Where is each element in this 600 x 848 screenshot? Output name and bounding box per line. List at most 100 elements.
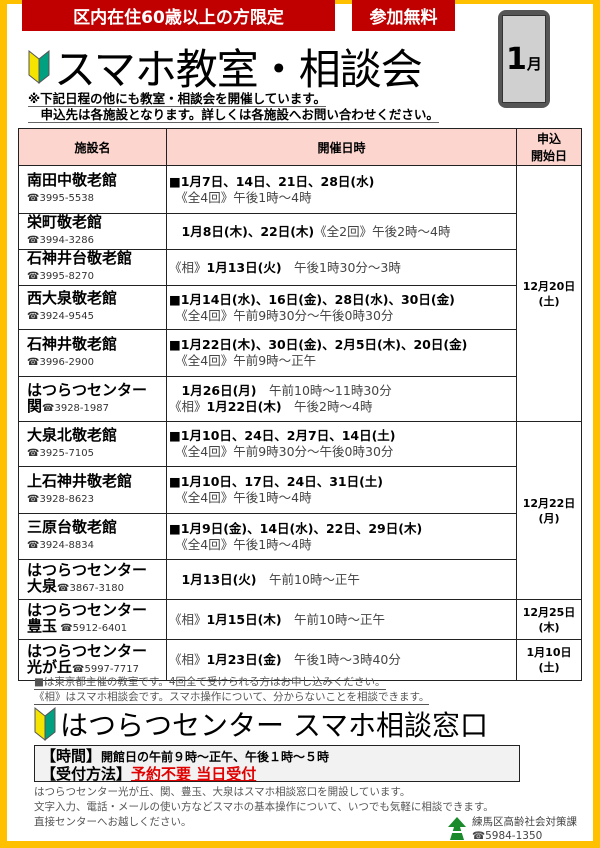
facility-cell: 大泉北敬老館 ☎3925-7105: [18, 421, 167, 467]
start-date: 12月20日: [522, 279, 576, 293]
schedule-cell: ■1月7日、14日、21日、28日(水) 《全4回》午後1時～4時: [166, 165, 517, 214]
header-start-line1: 申込: [536, 132, 561, 146]
schedule-text: ■1月9日(金)、14日(水)、22日、29日(木): [169, 520, 423, 536]
schedule-text: 午前10時～正午: [281, 611, 385, 627]
facility-phone: ☎3928-8623: [27, 493, 94, 505]
schedule-cell: ■1月10日、24日、2月7日、14日(土) 《全4回》午前9時30分～午後0時…: [166, 421, 517, 467]
schedule-text: 1月15日(木): [206, 611, 282, 627]
facility-cell: はつらつセンター 光が丘☎5997-7717: [18, 639, 167, 681]
start-date-cell: 1月10日 (土): [516, 639, 582, 681]
table-row: 西大泉敬老館 ☎3924-9545 ■1月14日(水)、16日(金)、28日(水)、…: [18, 285, 582, 330]
table-row: はつらつセンター 光が丘☎5997-7717 《相》1月23日(金) 午後1時～3時…: [18, 639, 582, 681]
month-unit: 月: [526, 54, 542, 73]
footnotes: ■は東京都主催の教室です。4回全て受けられる方はお申し込みください。 《相》はス…: [34, 675, 430, 705]
facility-cell: はつらつセンター 豊玉 ☎5912-6401: [18, 599, 167, 640]
time-label: 【時間】: [41, 747, 102, 765]
facility-cell: 石神井敬老館 ☎3996-2900: [18, 329, 167, 377]
facility-name: はつらつセンター: [27, 561, 148, 579]
facility-cell: 南田中敬老館 ☎3995-5538: [18, 165, 167, 214]
facility-phone: ☎3867-3180: [57, 583, 124, 594]
facility-phone: ☎3995-8270: [27, 271, 94, 282]
title-text: スマホ教室・相談会: [54, 45, 423, 94]
method-value: 予約不要 当日受付: [131, 765, 257, 783]
note-line: 申込先は各施設となります。詳しくは各施設へお問い合わせください。: [28, 107, 439, 123]
schedule-text: 《相》: [169, 652, 207, 667]
table-header-row: 施設名 開催日時 申込 開始日: [18, 128, 582, 166]
schedule-cell: ■1月9日(金)、14日(水)、22日、29日(木) 《全4回》午後1時～4時: [166, 513, 517, 560]
facility-name: 南田中敬老館: [27, 171, 118, 189]
start-day: (土): [538, 661, 560, 674]
facility-phone: ☎5997-7717: [72, 663, 139, 675]
facility-name-suffix: 関: [27, 396, 43, 415]
schedule-cell: 1月26日(月) 午前10時～11時30分 《相》1月22日(木) 午後2時～4時: [166, 376, 517, 422]
schedule-cell: 《相》1月13日(火) 午後1時30分～3時: [166, 249, 517, 286]
schedule-text: 午後1時30分～3時: [281, 259, 401, 275]
schedule-cell: 1月8日(木)、22日(木)《全2回》午後2時～4時: [166, 213, 517, 250]
facility-phone: ☎3924-9545: [27, 311, 94, 322]
schedule-table: 施設名 開催日時 申込 開始日 南田中敬老館 ☎3995-5538 ■1月7日、14日…: [18, 128, 582, 681]
facility-name-suffix: 豊玉: [27, 617, 58, 635]
schedule-cell: 《相》1月15日(木) 午前10時～正午: [166, 599, 517, 640]
table-row: 南田中敬老館 ☎3995-5538 ■1月7日、14日、21日、28日(水) 《全4…: [18, 165, 582, 422]
start-date: 12月25日: [522, 605, 576, 619]
schedule-text: 1月8日(木)、22日(木): [169, 223, 315, 239]
start-date: 1月10日: [526, 646, 572, 659]
notes: ※下記日程の他にも教室・相談会を開催しています。 申込先は各施設となります。詳し…: [28, 91, 439, 123]
description-line: はつらつセンター光が丘、関、豊玉、大泉はスマホ相談窓口を開設しています。: [34, 786, 411, 798]
schedule-text: 《全4回》午後1時～4時: [169, 490, 312, 505]
facility-name: 西大泉敬老館: [27, 289, 118, 307]
schedule-text: 1月13日(火): [169, 571, 257, 587]
facility-name: はつらつセンター: [27, 380, 148, 399]
schedule-text: 1月13日(火): [206, 259, 282, 275]
consultation-info-box: 【時間】開館日の午前９時～正午、午後１時～５時 【受付方法】予約不要 当日受付: [34, 745, 520, 783]
consultation-title-text: はつらつセンター スマホ相談窓口: [60, 709, 489, 742]
schedule-text: 午後2時～4時: [281, 399, 373, 414]
schedule-text: 《全4回》午前9時30分～午後0時30分: [169, 307, 394, 323]
facility-name: 栄町敬老館: [27, 213, 103, 231]
facility-name: 石神井敬老館: [27, 334, 118, 353]
start-day: (月): [538, 511, 560, 525]
schedule-text: ■1月10日、24日、2月7日、14日(土): [169, 428, 396, 443]
table-row: はつらつセンター 関☎3928-1987 1月26日(月) 午前10時～11時30…: [18, 376, 582, 422]
facility-name: 三原台敬老館: [27, 518, 118, 536]
organization: 練馬区高齢社会対策課 ☎5984-1350: [446, 815, 577, 843]
table-row: はつらつセンター 大泉☎3867-3180 1月13日(火) 午前10時～正午: [18, 559, 582, 600]
facility-phone: ☎3996-2900: [27, 356, 94, 368]
month-number: 1: [506, 41, 527, 77]
org-tel: ☎5984-1350: [472, 830, 543, 842]
schedule-text: 《全4回》午前9時～正午: [169, 353, 317, 368]
schedule-text: ■1月22日(木)、30日(金)、2月5日(木)、20日(金): [169, 337, 468, 352]
description: はつらつセンター光が丘、関、豊玉、大泉はスマホ相談窓口を開設しています。 文字入…: [34, 785, 494, 830]
table-row: 三原台敬老館 ☎3924-8834 ■1月9日(金)、14日(水)、22日、29日(…: [18, 513, 582, 560]
facility-cell: 西大泉敬老館 ☎3924-9545: [18, 285, 167, 330]
schedule-cell: ■1月14日(水)、16日(金)、28日(水)、30日(金) 《全4回》午前9時…: [166, 285, 517, 330]
facility-cell: はつらつセンター 大泉☎3867-3180: [18, 559, 167, 600]
schedule-text: ■1月7日、14日、21日、28日(水): [169, 173, 375, 189]
table-row: 上石神井敬老館 ☎3928-8623 ■1月10日、17日、24日、31日(土) 《…: [18, 466, 582, 514]
facility-phone: ☎3995-5538: [27, 193, 94, 204]
schedule-text: 《全4回》午後1時～4時: [169, 536, 312, 552]
nerima-logo-icon: [448, 817, 466, 840]
schedule-text: 1月26日(月): [169, 383, 257, 398]
schedule-text: 午前10時～正午: [256, 571, 360, 587]
facility-name: はつらつセンター: [27, 601, 148, 619]
schedule-cell: 《相》1月23日(金) 午後1時～3時40分: [166, 639, 517, 681]
beginner-mark-icon: [34, 706, 56, 742]
facility-phone: ☎5912-6401: [57, 623, 128, 634]
time-value: 開館日の午前９時～正午、午後１時～５時: [101, 750, 330, 764]
free-banner: 参加無料: [352, 0, 455, 31]
facility-phone: ☎3924-8834: [27, 540, 94, 551]
schedule-cell: 1月13日(火) 午前10時～正午: [166, 559, 517, 600]
page-title: スマホ教室・相談会: [28, 36, 423, 97]
schedule-text: 《相》: [169, 399, 207, 414]
header-start-line2: 開始日: [530, 149, 567, 163]
schedule-text: 午後1時～3時40分: [281, 652, 401, 667]
schedule-text: 《全4回》午前9時30分～午後0時30分: [169, 444, 394, 459]
schedule-cell: ■1月22日(木)、30日(金)、2月5日(木)、20日(金) 《全4回》午前9…: [166, 329, 517, 377]
table-row: 大泉北敬老館 ☎3925-7105 ■1月10日、24日、2月7日、14日(土) 《…: [18, 421, 582, 600]
facility-phone: ☎3928-1987: [42, 402, 109, 414]
schedule-text: ■1月10日、17日、24日、31日(土): [169, 474, 384, 489]
start-date-cell: 12月22日 (月): [516, 421, 582, 600]
schedule-text: 《相》: [169, 259, 207, 275]
facility-name: 石神井台敬老館: [27, 249, 133, 267]
